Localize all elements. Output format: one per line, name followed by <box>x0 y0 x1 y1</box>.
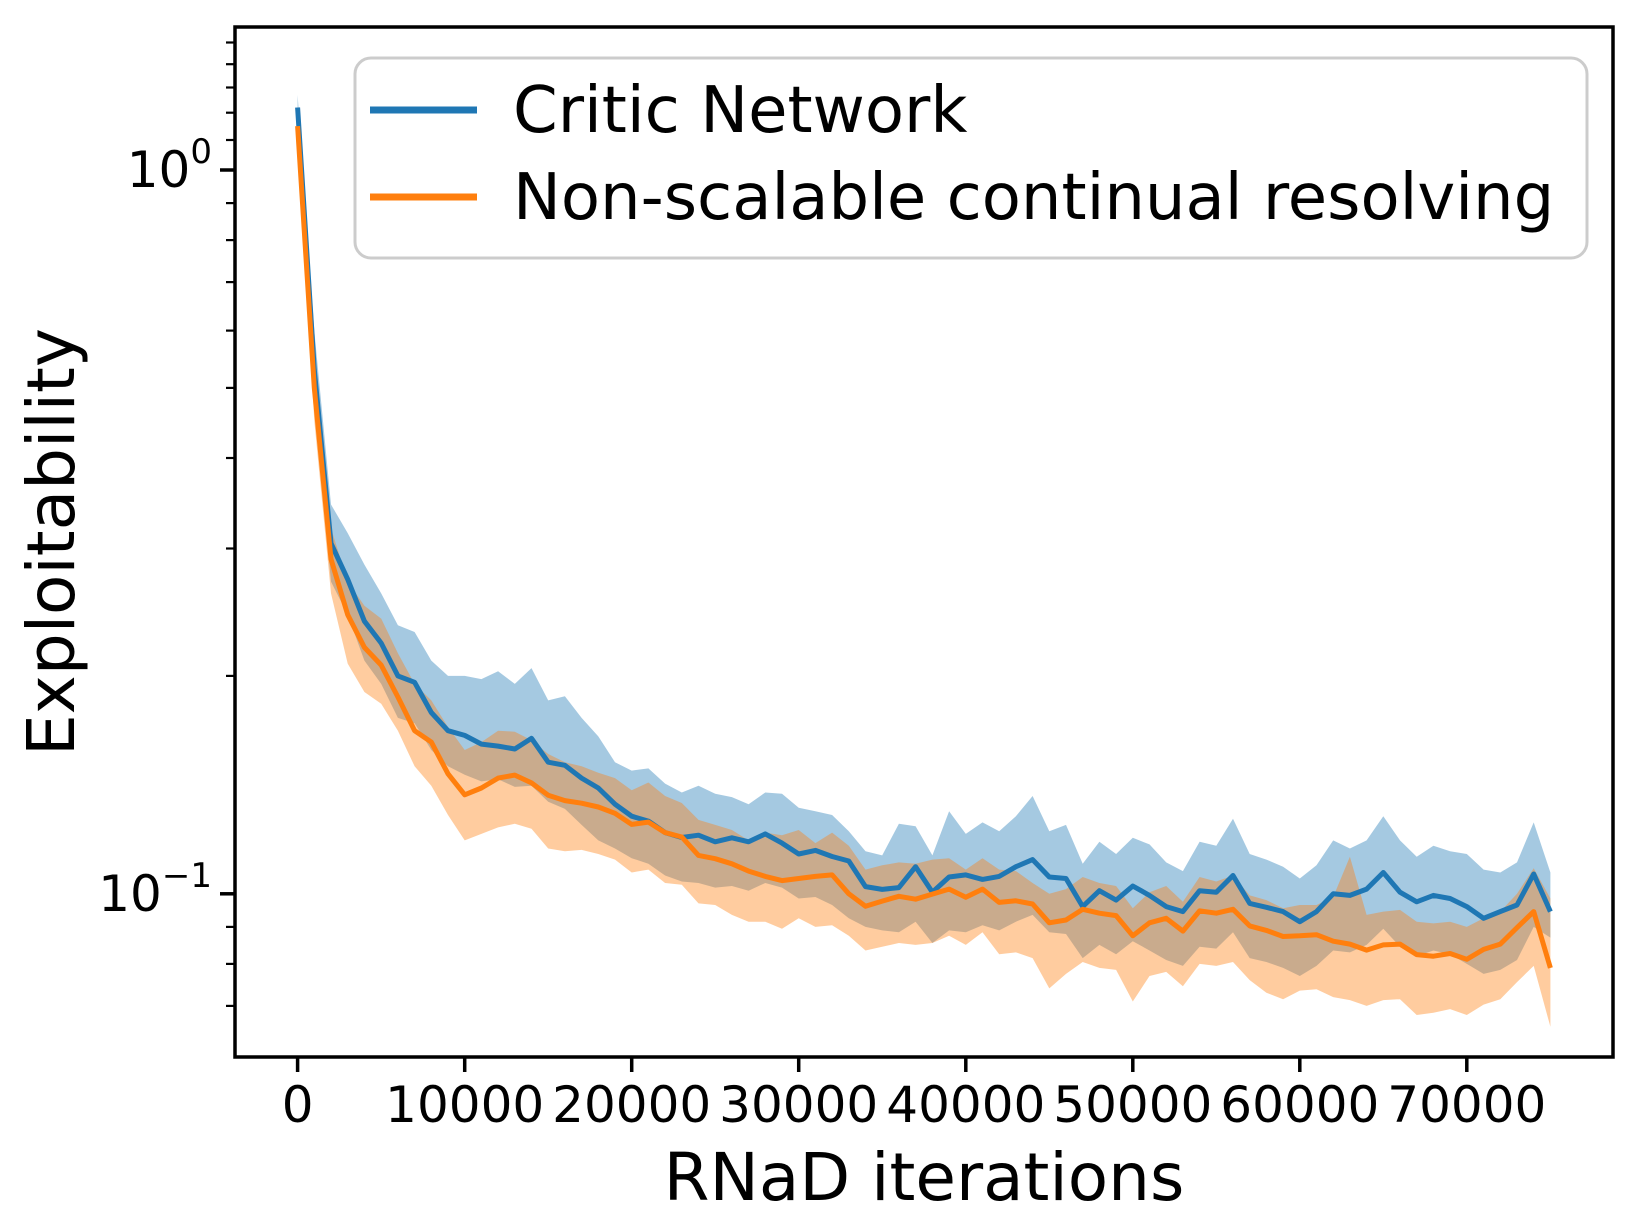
x-tick-label: 70000 <box>1387 1076 1546 1134</box>
x-tick-label: 30000 <box>719 1076 878 1134</box>
y-tick-label: 10−1 <box>98 856 212 923</box>
x-tick-label: 0 <box>282 1076 314 1134</box>
x-tick-label: 60000 <box>1220 1076 1379 1134</box>
y-axis: 100 10−1 <box>98 41 235 1008</box>
x-axis-label: RNaD iterations <box>664 1139 1185 1216</box>
x-tick-label: 20000 <box>552 1076 711 1134</box>
band-critic-network <box>297 94 1551 976</box>
legend-entry-non-scalable-continual-resolving: Non-scalable continual resolving <box>370 161 1554 235</box>
y-axis-label: Exploitability <box>13 328 90 756</box>
series-lines <box>295 107 1553 969</box>
x-tick-label: 50000 <box>1053 1076 1212 1134</box>
y-tick-label: 100 <box>127 132 212 199</box>
plot-border <box>233 25 1615 1059</box>
x-axis: 0 10000 20000 30000 40000 50000 60000 70000 <box>282 1057 1546 1134</box>
legend-label: Critic Network <box>513 74 967 148</box>
line-non-scalable-continual-resolving <box>295 125 1553 969</box>
legend-box <box>353 56 1589 260</box>
legend: Critic Network Non-scalable continual res… <box>353 56 1589 260</box>
x-tick-label: 40000 <box>886 1076 1045 1134</box>
line-critic-network <box>295 107 1553 925</box>
legend-label: Non-scalable continual resolving <box>513 161 1554 235</box>
legend-entry-critic-network: Critic Network <box>370 74 967 148</box>
x-tick-label: 10000 <box>385 1076 544 1134</box>
